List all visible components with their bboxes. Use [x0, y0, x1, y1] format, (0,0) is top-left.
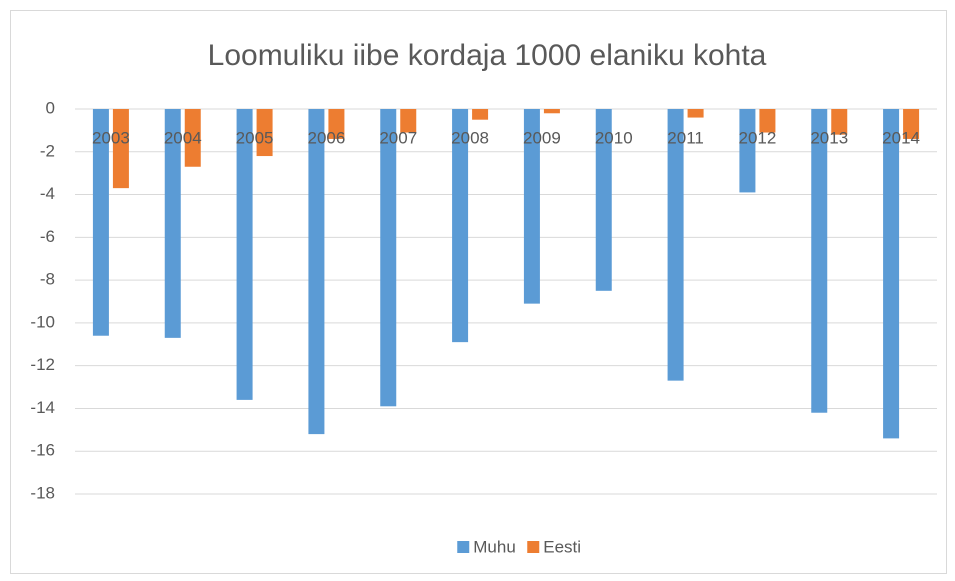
bar — [256, 109, 273, 157]
x-tick-label: 2011 — [667, 128, 704, 147]
x-tick-label: 2003 — [92, 128, 130, 147]
legend-swatch — [457, 541, 470, 553]
legend-label: Muhu — [473, 537, 516, 556]
bar — [667, 109, 684, 381]
bar — [328, 109, 345, 139]
y-tick-label: -4 — [40, 184, 55, 203]
y-tick-label: -2 — [40, 141, 55, 160]
y-tick-label: -12 — [30, 355, 55, 374]
bar — [543, 109, 560, 114]
bar — [759, 109, 776, 133]
bar — [308, 109, 325, 435]
x-tick-label: 2012 — [739, 128, 777, 147]
x-tick-label: 2005 — [236, 128, 274, 147]
y-tick-label: -14 — [30, 398, 55, 417]
x-tick-label: 2013 — [810, 128, 848, 147]
legend-swatch — [527, 541, 540, 553]
bar — [831, 109, 848, 135]
x-tick-label: 2008 — [451, 128, 489, 147]
chart-border — [10, 10, 947, 574]
bar — [236, 109, 253, 400]
bar — [472, 109, 489, 120]
bar — [400, 109, 417, 133]
bar — [883, 109, 900, 439]
bar — [92, 109, 109, 336]
bar — [687, 109, 704, 118]
y-tick-label: -16 — [30, 441, 55, 460]
bar — [523, 109, 540, 304]
bar — [164, 109, 181, 338]
x-tick-label: 2007 — [379, 128, 417, 147]
y-tick-label: -10 — [30, 312, 55, 331]
bar — [739, 109, 756, 193]
bar — [184, 109, 201, 167]
legend-label: Eesti — [543, 537, 581, 556]
bar — [452, 109, 469, 343]
y-tick-label: -18 — [30, 483, 55, 502]
x-tick-label: 2014 — [882, 128, 920, 147]
x-tick-label: 2004 — [164, 128, 202, 147]
chart-title: Loomuliku iibe kordaja 1000 elaniku koht… — [208, 39, 767, 72]
y-tick-label: 0 — [46, 98, 55, 117]
y-tick-label: -8 — [40, 270, 55, 289]
bar — [595, 109, 612, 291]
x-tick-label: 2010 — [595, 128, 633, 147]
x-tick-label: 2006 — [308, 128, 346, 147]
bar — [811, 109, 828, 413]
bar — [112, 109, 129, 189]
y-tick-label: -6 — [40, 227, 55, 246]
x-tick-label: 2009 — [523, 128, 561, 147]
bar — [903, 109, 920, 139]
bar — [380, 109, 397, 407]
